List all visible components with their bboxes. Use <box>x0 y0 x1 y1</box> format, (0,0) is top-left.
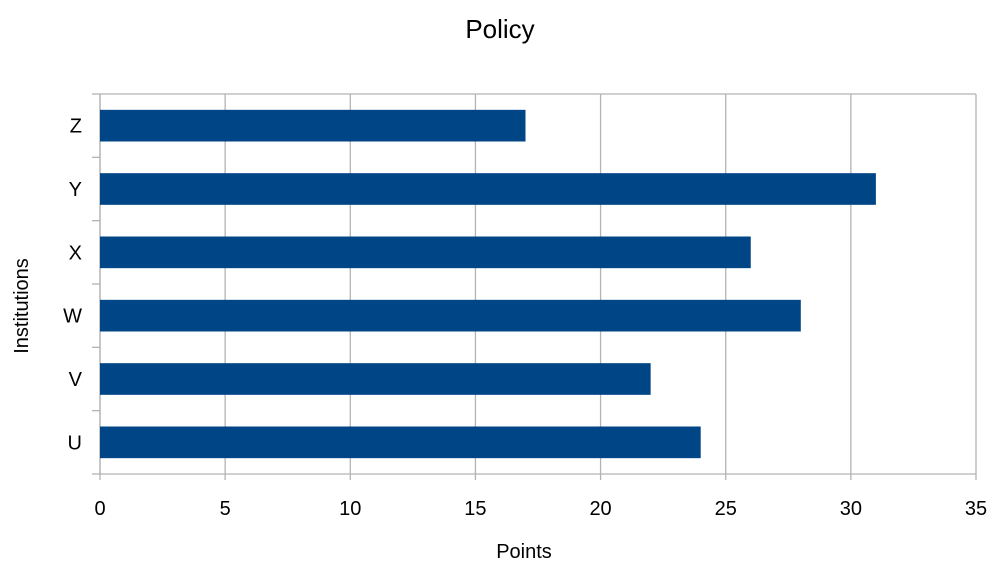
x-tick-label: 20 <box>589 498 611 520</box>
y-axis-label: Institutions <box>11 258 33 354</box>
x-tick-label: 35 <box>965 498 987 520</box>
bar-u <box>100 426 701 459</box>
axes <box>92 93 976 475</box>
bar-w <box>100 299 801 332</box>
y-tick-label: V <box>69 369 83 391</box>
y-tick-label: W <box>63 306 82 328</box>
x-tick-label: 10 <box>339 498 361 520</box>
y-tick-labels: U V W X Y Z <box>63 116 83 455</box>
y-tick-label: Y <box>69 179 82 201</box>
x-tick-labels: 0 5 10 15 20 25 30 35 <box>94 498 987 520</box>
grid-lines <box>99 94 977 480</box>
y-tick-label: U <box>68 432 82 454</box>
bar-y <box>100 173 876 205</box>
x-tick-label: 30 <box>840 498 862 520</box>
bars <box>100 109 876 459</box>
x-tick-label: 15 <box>464 498 486 520</box>
x-axis-label: Points <box>496 541 552 563</box>
x-tick-label: 25 <box>715 498 737 520</box>
y-tick-label: Z <box>70 116 82 138</box>
bar-z <box>100 109 526 142</box>
y-tick-label: X <box>69 242 82 264</box>
x-tick-label: 5 <box>220 498 231 520</box>
bar-v <box>100 363 651 395</box>
chart-title: Policy <box>465 14 534 44</box>
bar-x <box>100 236 751 269</box>
x-tick-label: 0 <box>94 498 105 520</box>
